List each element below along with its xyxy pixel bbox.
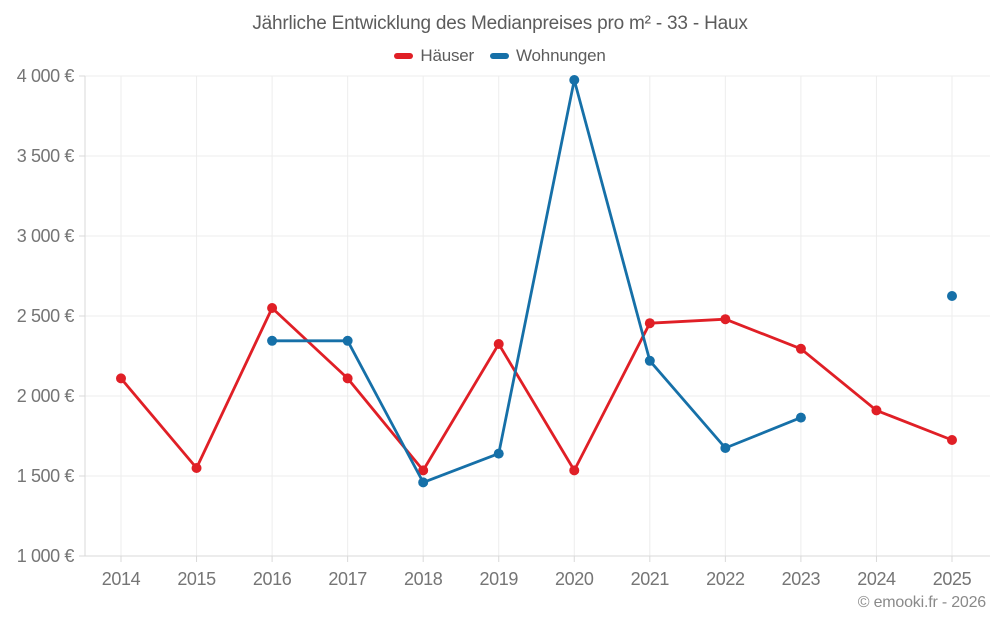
series-line-haeuser [119,306,954,472]
series-point-haeuser[interactable] [795,343,806,354]
legend-swatch-wohnungen [490,53,510,59]
y-tick-label: 1 000 € [17,546,75,566]
y-tick-label: 2 500 € [17,306,75,326]
legend-label-wohnungen: Wohnungen [516,46,606,65]
series-point-haeuser[interactable] [720,314,731,325]
series-point-haeuser[interactable] [342,373,353,384]
x-tick-label: 2015 [177,569,216,589]
series-point-wohnungen[interactable] [795,412,806,423]
x-tick-label: 2014 [102,569,141,589]
x-tick-label: 2023 [782,569,821,589]
x-tick-label: 2019 [480,569,519,589]
series-point-wohnungen[interactable] [947,291,957,301]
series-point-wohnungen[interactable] [418,477,429,488]
series-point-haeuser[interactable] [191,463,202,473]
series-point-haeuser[interactable] [644,318,655,329]
x-tick-label: 2017 [328,569,367,589]
series-point-haeuser[interactable] [418,465,429,476]
y-tick-label: 3 500 € [17,146,75,166]
legend-item-haeuser[interactable]: Häuser [394,46,474,66]
series-point-wohnungen[interactable] [493,448,504,459]
series-point-haeuser[interactable] [871,405,882,416]
y-tick-label: 1 500 € [17,466,75,486]
x-tick-label: 2016 [253,569,292,589]
series-point-haeuser[interactable] [947,435,957,445]
series-point-haeuser[interactable] [116,373,126,384]
legend: Häuser Wohnungen [0,46,1000,66]
series-point-haeuser[interactable] [493,339,504,349]
x-tick-label: 2018 [404,569,443,589]
x-tick-label: 2021 [631,569,670,589]
series-point-wohnungen[interactable] [267,335,278,346]
legend-item-wohnungen[interactable]: Wohnungen [490,46,606,66]
x-tick-label: 2024 [857,569,896,589]
series-point-wohnungen[interactable] [569,75,580,85]
x-tick-label: 2020 [555,569,594,589]
chart-title: Jährliche Entwicklung des Medianpreises … [252,13,748,34]
legend-label-haeuser: Häuser [420,46,475,65]
series-point-wohnungen[interactable] [720,443,731,453]
series-point-haeuser[interactable] [569,465,580,476]
x-tick-label: 2022 [706,569,745,589]
series-point-wohnungen[interactable] [644,355,655,366]
x-tick-label: 2025 [933,569,972,589]
watermark: © emooki.fr - 2026 [857,594,986,611]
y-tick-label: 2 000 € [17,386,75,406]
legend-swatch-haeuser [394,53,414,59]
series-point-wohnungen[interactable] [342,335,353,346]
series-line-wohnungen [270,78,803,484]
y-tick-label: 4 000 € [17,66,75,86]
series-point-haeuser[interactable] [267,303,278,313]
y-tick-label: 3 000 € [17,226,75,246]
